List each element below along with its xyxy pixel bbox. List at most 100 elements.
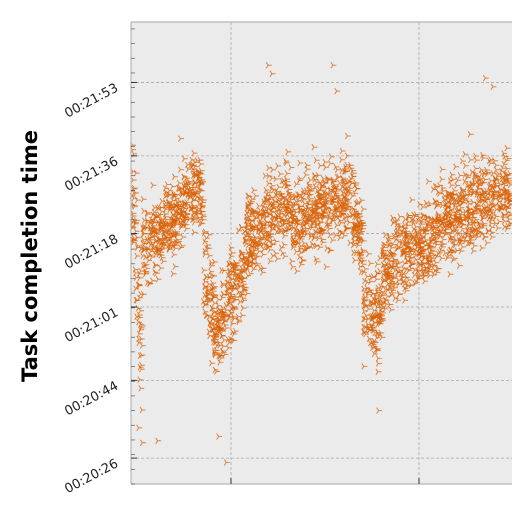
data-point [143, 261, 150, 268]
data-point [172, 263, 179, 270]
data-point [274, 212, 281, 220]
data-point [270, 241, 277, 248]
data-point [177, 166, 184, 173]
data-point [276, 225, 283, 233]
data-point [206, 280, 213, 288]
data-point [262, 229, 269, 236]
data-point [137, 314, 143, 321]
data-point [249, 209, 256, 217]
data-point [282, 252, 289, 260]
data-point [208, 262, 215, 269]
data-point [134, 252, 141, 260]
data-point [256, 240, 263, 248]
data-point [192, 178, 199, 186]
data-point [158, 240, 165, 247]
data-point [147, 251, 154, 259]
data-point [131, 234, 138, 242]
data-point [239, 278, 246, 285]
data-point [167, 229, 174, 237]
data-point [280, 249, 287, 257]
data-point [194, 193, 201, 201]
data-point [184, 174, 190, 182]
y-tick-label: 00:21:36 [62, 154, 121, 195]
data-point [225, 285, 232, 293]
data-point [196, 170, 203, 178]
data-point [270, 166, 277, 173]
data-point [210, 287, 217, 295]
data-point [269, 224, 276, 232]
data-point [172, 245, 179, 252]
data-point [274, 190, 281, 198]
data-point [204, 244, 211, 252]
data-point [284, 215, 291, 223]
data-point [225, 279, 232, 286]
data-point [173, 228, 180, 236]
data-point [240, 295, 247, 302]
data-point [255, 260, 261, 268]
data-point [276, 183, 283, 191]
data-point [245, 201, 252, 209]
data-point [143, 268, 150, 275]
data-point [144, 265, 151, 272]
data-point [213, 338, 220, 346]
data-point [202, 238, 209, 245]
data-point [228, 244, 235, 251]
data-point [197, 180, 204, 187]
data-point [171, 216, 178, 224]
data-point [133, 189, 140, 197]
data-point [219, 267, 226, 274]
data-point [285, 182, 292, 189]
data-point [174, 232, 181, 239]
data-point [176, 205, 183, 213]
data-point [225, 300, 232, 308]
data-point [139, 351, 146, 359]
data-point [232, 296, 239, 303]
data-point [244, 209, 251, 217]
data-point [281, 177, 288, 184]
data-point [262, 172, 269, 180]
y-tick-label: 00:21:53 [62, 81, 121, 122]
data-point [270, 217, 277, 225]
data-point [139, 322, 146, 330]
data-point [150, 277, 156, 284]
data-point [220, 280, 226, 288]
data-point [162, 210, 169, 218]
data-point [230, 262, 237, 270]
data-point [180, 233, 187, 241]
data-point [166, 201, 173, 209]
data-point [176, 179, 183, 187]
data-point [246, 213, 253, 220]
data-point [141, 207, 148, 215]
data-point [203, 235, 210, 242]
data-point [225, 336, 232, 343]
data-point [229, 249, 236, 257]
data-point [284, 170, 291, 177]
data-point [150, 182, 157, 189]
data-point [256, 202, 263, 210]
data-point [201, 267, 208, 274]
data-point [135, 282, 142, 289]
data-point [283, 157, 290, 165]
data-point [231, 313, 238, 321]
data-point [257, 217, 264, 225]
data-point [137, 294, 143, 302]
data-point [251, 186, 258, 194]
data-point [197, 169, 203, 176]
data-point [206, 252, 213, 259]
data-point [267, 246, 274, 254]
data-points [129, 61, 512, 466]
data-point [344, 152, 351, 160]
y-tick-label: 00:20:44 [62, 379, 121, 420]
data-point [184, 161, 191, 169]
data-point [236, 318, 243, 326]
data-point [206, 231, 213, 239]
data-point [231, 330, 238, 338]
data-point [182, 214, 189, 221]
data-point [140, 236, 147, 243]
data-point [220, 343, 227, 350]
data-point [269, 175, 276, 182]
data-point [266, 210, 273, 218]
data-point [139, 439, 146, 447]
data-point [281, 232, 288, 240]
